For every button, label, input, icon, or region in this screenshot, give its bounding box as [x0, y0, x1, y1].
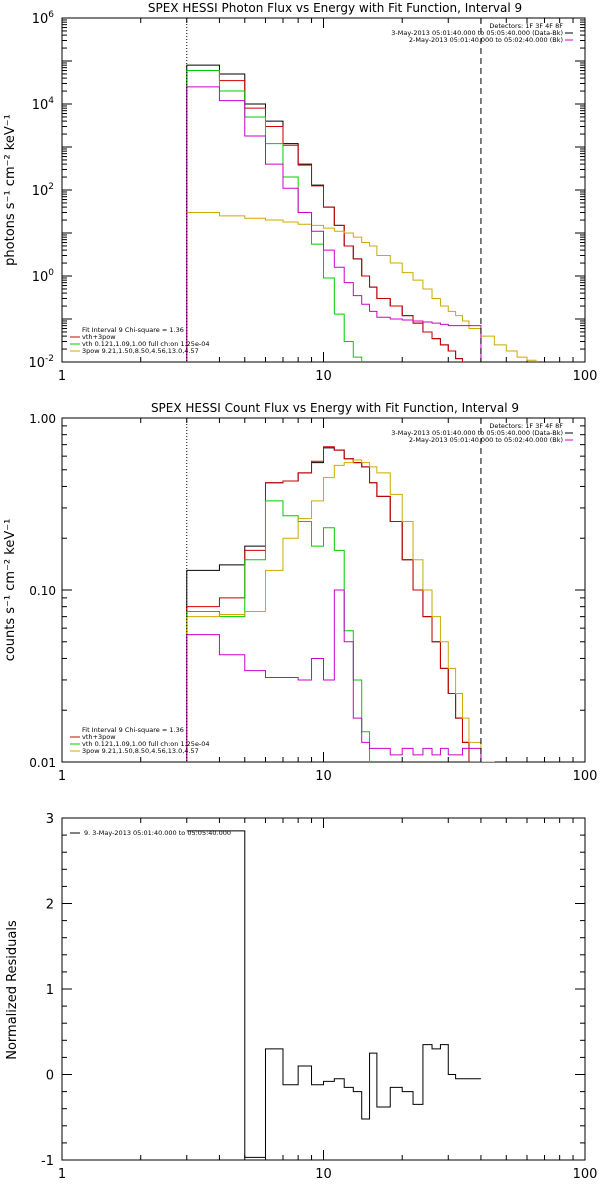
- x-tick-label: 10: [315, 1167, 332, 1182]
- fit-line: Fit Interval 9 Chi-square = 1.36: [82, 326, 184, 334]
- x-tick-label: 10: [315, 769, 332, 784]
- x-tick-label: 100: [573, 1167, 598, 1182]
- x-tick-label: 1: [58, 769, 66, 784]
- x-tick-label: 1: [58, 369, 66, 384]
- y-tick-label: 0: [46, 1069, 54, 1084]
- y-tick-label: 100: [32, 268, 55, 285]
- y-tick-exp: 4: [48, 96, 54, 106]
- fit-line: vth 0.121,1.09,1.00 full ch:on 1.25e-04: [82, 740, 210, 748]
- y-tick-base: 10: [32, 270, 49, 285]
- series-line: [186, 589, 482, 762]
- series-line: [186, 211, 537, 362]
- plot-frame: [61, 417, 586, 763]
- y-tick-label: 102: [32, 182, 54, 199]
- info-line: 2-May-2013 05:01:40.000 to 05:02:40.000 …: [409, 436, 563, 444]
- series-line: [186, 86, 482, 362]
- fit-line: vth+3pow: [82, 733, 116, 741]
- series-line: [186, 500, 371, 762]
- y-tick-label: 2: [46, 898, 54, 913]
- y-tick-label: -1: [41, 1154, 54, 1169]
- fit-line: vth+3pow: [82, 333, 116, 341]
- panel-2-title: SPEX HESSI Count Flux vs Energy with Fit…: [151, 401, 519, 415]
- x-tick-label: 10: [315, 369, 332, 384]
- x-tick-label: 100: [573, 369, 598, 384]
- info-line: 3-May-2013 05:01:40.000 to 05:05:40.000 …: [391, 429, 563, 437]
- y-tick-base: 10: [32, 98, 49, 113]
- y-tick-label: 10-2: [28, 354, 54, 371]
- series-line: [186, 64, 463, 362]
- y-tick-label: 104: [32, 96, 55, 113]
- y-tick-exp: 2: [48, 182, 54, 192]
- x-tick-label: 100: [573, 769, 598, 784]
- y-tick-label: 1.00: [29, 412, 56, 426]
- panel-3-plot: 1 10 100 -1 0 1 2 3 9. 3-May-2013 05:01:40.000 t…: [41, 812, 597, 1182]
- series-line: [186, 830, 481, 1158]
- panel-2-ylabel: counts s⁻¹ cm⁻² keV⁻¹: [3, 519, 18, 662]
- y-tick-base: 10: [28, 356, 45, 371]
- series-line: [186, 70, 463, 362]
- y-tick-label: 1: [46, 983, 54, 998]
- y-tick-base: 10: [32, 12, 49, 27]
- y-tick-label: 3: [46, 812, 54, 827]
- y-tick-exp: 0: [48, 268, 54, 278]
- legend-text: 9. 3-May-2013 05:01:40.000 to 05:05:40.0…: [84, 829, 231, 837]
- info-line: Detectors: 1F 3F 4F 8F: [489, 22, 563, 30]
- series-line: [186, 459, 495, 762]
- fit-line: 3pow 9.21,1.50,8.50,4.56,13.0,4.57: [82, 747, 199, 755]
- y-tick-exp: -2: [45, 354, 54, 364]
- info-line: Detectors: 1F 3F 4F 8F: [489, 422, 563, 430]
- series-line: [186, 70, 363, 362]
- info-line: 2-May-2013 05:01:40.000 to 05:02:40.000 …: [409, 36, 563, 44]
- y-tick-label: 106: [32, 10, 55, 27]
- fit-line: 3pow 9.21,1.50,8.50,4.56,13.0,4.57: [82, 347, 199, 355]
- fit-line: Fit Interval 9 Chi-square = 1.36: [82, 726, 184, 734]
- y-tick-label: 0.10: [29, 584, 56, 598]
- panel-3-ylabel: Normalized Residuals: [5, 920, 20, 1060]
- panel-1-ylabel: photons s⁻¹ cm⁻² keV⁻¹: [3, 114, 18, 266]
- y-tick-base: 10: [32, 184, 49, 199]
- panel-1-title: SPEX HESSI Photon Flux vs Energy with Fi…: [148, 1, 522, 15]
- x-tick-label: 1: [58, 1167, 66, 1182]
- plot-frame: [61, 817, 586, 1161]
- series-line: [186, 446, 482, 762]
- y-tick-exp: 6: [48, 10, 54, 20]
- y-tick-label: 0.01: [29, 756, 56, 770]
- panel-2-plot: 1 10 100 0.01 0.10 1.00 Detectors: 1F 3F 4F 8F…: [29, 412, 597, 784]
- info-line: 3-May-2013 05:01:40.000 to 05:05:40.000 …: [391, 29, 563, 37]
- fit-line: vth 0.121,1.09,1.00 full ch:on 1.25e-04: [82, 340, 210, 348]
